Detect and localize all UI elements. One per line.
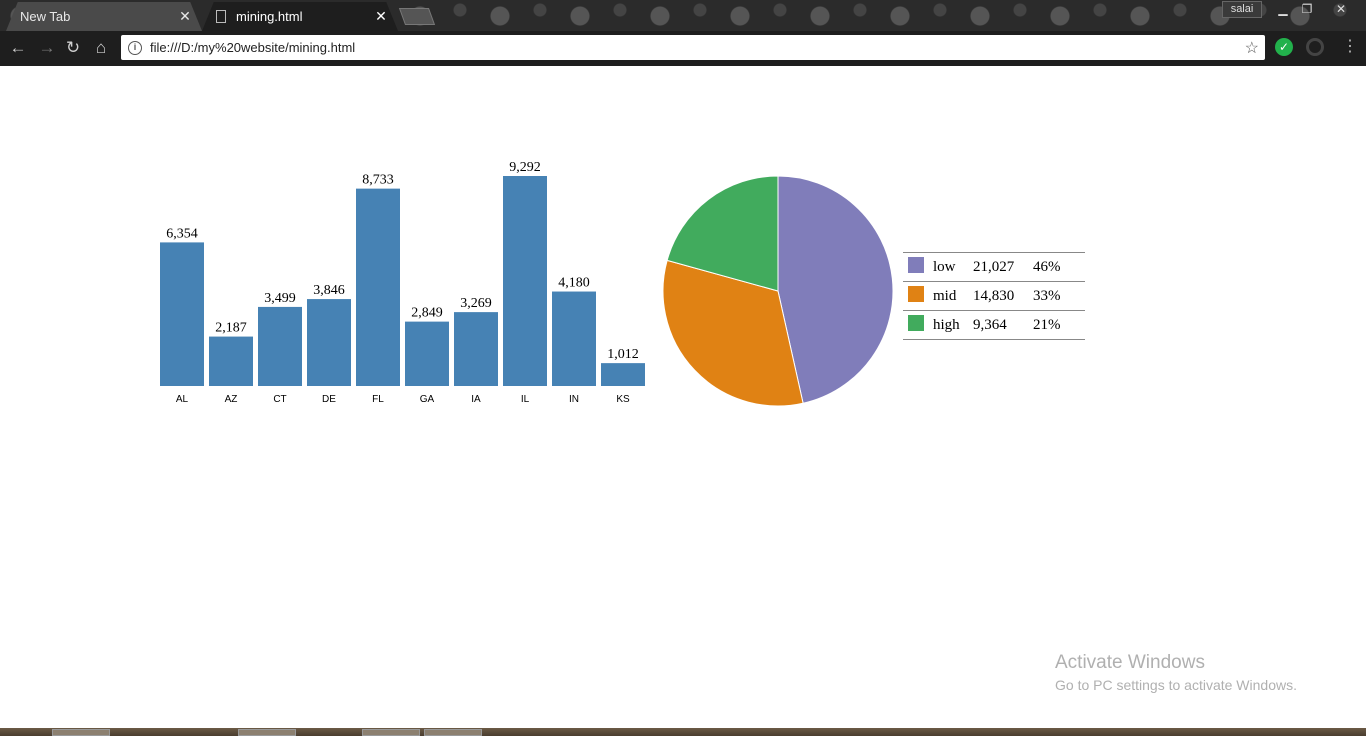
profile-button[interactable]: salai [1222,1,1262,18]
minimize-icon[interactable]: ▁ [1278,2,1288,16]
x-tick-label: GA [420,394,435,405]
reload-icon[interactable]: ↻ [65,38,81,57]
tab-new-tab[interactable]: New Tab ✕ [6,2,202,31]
legend-value: 21,027 [973,258,1015,275]
browser-titlebar: New Tab ✕ mining.html ✕ salai ▁ ❐ ✕ [0,0,1366,31]
tab-mining[interactable]: mining.html ✕ [202,2,398,31]
bar-al [160,242,204,386]
back-arrow-icon[interactable]: ← [9,38,27,57]
document-icon [216,10,226,23]
bar-value-label: 6,354 [166,226,198,241]
legend-color-swatch [908,314,924,331]
windows-taskbar [0,728,1366,736]
legend-value: 14,830 [973,287,1015,304]
bar-ct [258,306,302,386]
page-content: 6,354 AL 2,187 AZ 3,499 CT 3,846 DE 8,733 FL 2,849… [0,66,1366,728]
legend-swatch [903,311,929,340]
bar-value-label: 3,269 [460,296,492,311]
legend-color-swatch [908,285,924,302]
bar-value-label: 3,499 [264,291,296,306]
forward-arrow-icon[interactable]: → [38,38,56,57]
taskbar-item[interactable] [362,729,420,736]
pie-slice-mid [662,259,804,407]
pie-legend: low 21,027 46% mid 14,830 33% high 9,364 21% [903,252,1085,340]
legend-value: 9,364 [973,316,1007,333]
legend-percent: 21% [1033,316,1061,333]
x-tick-label: AL [176,394,189,405]
pie-chart [662,175,894,407]
tab-label: New Tab [20,9,71,24]
x-tick-label: IA [471,394,481,405]
legend-percent: 46% [1033,258,1061,275]
legend-label: high [933,316,960,333]
info-icon[interactable]: i [128,40,142,55]
close-icon[interactable]: ✕ [179,8,191,24]
bar-value-label: 8,733 [362,173,394,188]
legend-color-swatch [908,256,924,273]
menu-icon[interactable]: ⋮ [1342,38,1358,55]
x-tick-label: IL [521,394,530,405]
x-tick-label: AZ [225,394,238,405]
legend-row-high: high 9,364 21% [903,310,1085,340]
legend-label: low [933,258,956,275]
address-bar[interactable]: i file:///D:/my%20website/mining.html ☆ [121,35,1265,60]
taskbar-item[interactable] [238,729,296,736]
bar-il [503,176,547,386]
bar-value-label: 1,012 [607,347,639,362]
charts-svg: 6,354 AL 2,187 AZ 3,499 CT 3,846 DE 8,733 FL 2,849… [160,160,894,407]
bar-de [307,299,351,386]
bar-chart: 6,354 AL 2,187 AZ 3,499 CT 3,846 DE 8,733 FL 2,849… [160,160,645,405]
restore-icon[interactable]: ❐ [1301,2,1313,16]
bar-ks [601,363,645,386]
bar-fl [356,188,400,386]
bar-ia [454,312,498,386]
window-close-icon[interactable]: ✕ [1335,2,1347,16]
x-tick-label: KS [616,394,630,405]
url-text[interactable]: file:///D:/my%20website/mining.html [150,40,356,55]
taskbar-item[interactable] [52,729,110,736]
extension-check-icon[interactable]: ✓ [1275,38,1293,56]
legend-swatch [903,282,929,311]
bar-value-label: 4,180 [558,276,590,291]
tab-label: mining.html [236,9,303,24]
bookmark-star-icon[interactable]: ☆ [1244,39,1259,57]
pie-slice-high [666,175,779,292]
x-tick-label: IN [569,394,579,405]
bar-ga [405,321,449,386]
bar-value-label: 2,849 [411,306,443,321]
x-tick-label: FL [372,394,384,405]
pie-slice-low [777,175,894,404]
activate-windows-subtitle: Go to PC settings to activate Windows. [1055,677,1297,693]
legend-percent: 33% [1033,287,1061,304]
taskbar-item[interactable] [424,729,482,736]
legend-label: mid [933,287,957,304]
bar-az [209,336,253,386]
legend-swatch [903,253,929,282]
x-tick-label: CT [273,394,286,405]
activate-windows-title: Activate Windows [1055,652,1205,673]
x-tick-label: DE [322,394,336,405]
home-icon[interactable]: ⌂ [95,38,107,57]
bar-value-label: 3,846 [313,283,345,298]
bar-value-label: 9,292 [509,160,541,175]
bar-in [552,291,596,386]
bar-value-label: 2,187 [215,321,247,336]
close-icon[interactable]: ✕ [375,8,387,24]
legend-row-low: low 21,027 46% [903,252,1085,282]
legend-row-mid: mid 14,830 33% [903,281,1085,311]
new-tab-button[interactable] [398,8,436,25]
extension-circle-icon[interactable] [1306,38,1324,56]
